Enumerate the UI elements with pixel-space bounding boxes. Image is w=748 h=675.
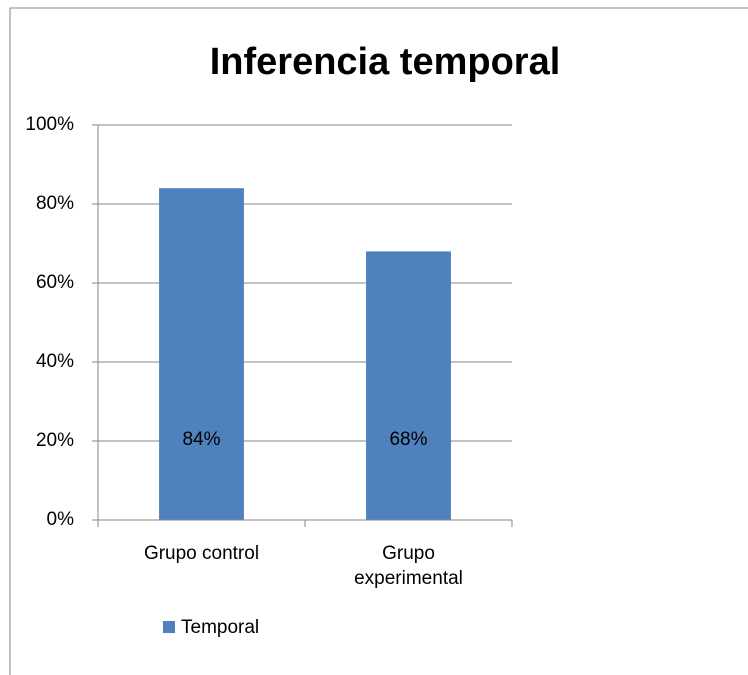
y-tick-label: 20% xyxy=(36,430,74,451)
data-label: 84% xyxy=(182,429,220,450)
chart-title: Inferencia temporal xyxy=(210,41,561,83)
legend-label: Temporal xyxy=(181,617,259,638)
chart-frame xyxy=(9,7,748,675)
bar xyxy=(366,251,451,520)
x-tick-label: Grupo control xyxy=(143,543,260,564)
y-tick-label: 60% xyxy=(36,272,74,293)
y-tick-label: 80% xyxy=(36,193,74,214)
y-tick-label: 40% xyxy=(36,351,74,372)
x-tick-label: Grupo experimental xyxy=(354,543,463,589)
bar xyxy=(159,188,244,520)
data-label: 68% xyxy=(389,429,427,450)
legend-swatch xyxy=(163,621,175,633)
y-tick-label: 100% xyxy=(25,114,74,135)
y-tick-label: 0% xyxy=(47,509,75,530)
